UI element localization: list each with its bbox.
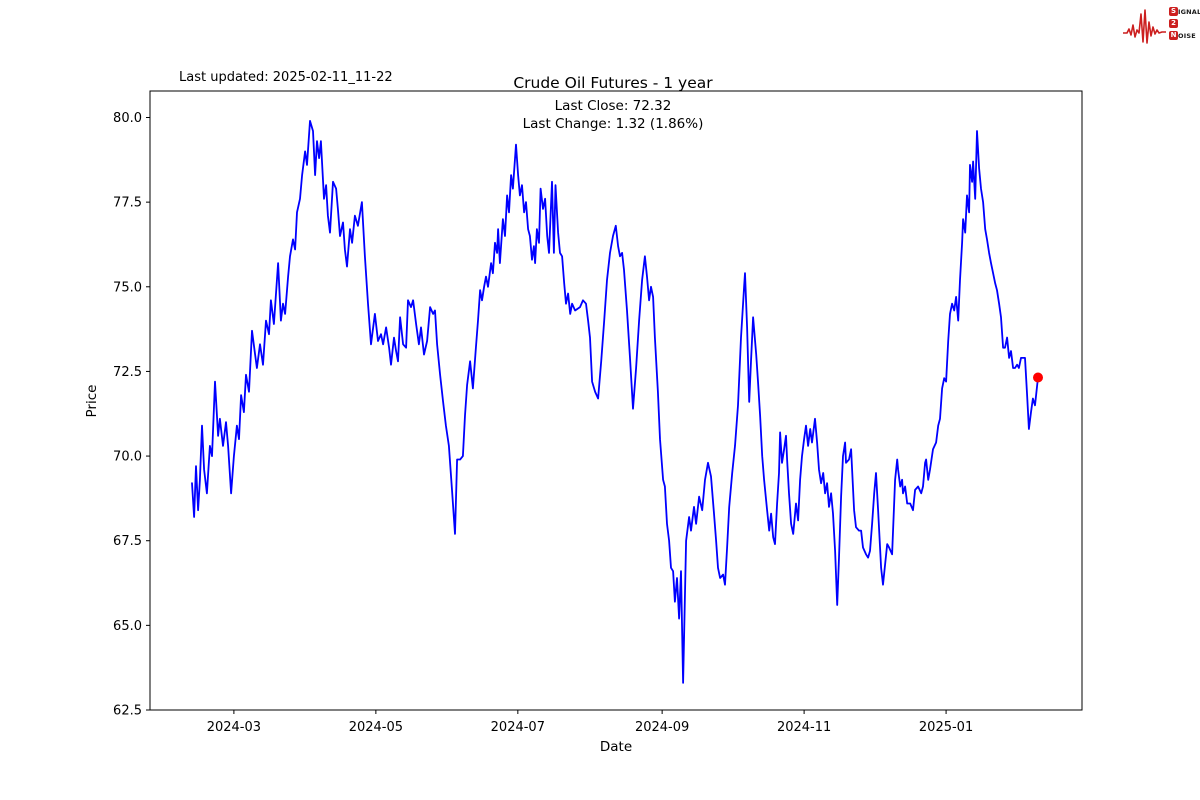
chart-title: Crude Oil Futures - 1 year: [513, 74, 713, 92]
logo-row-2: 2: [1169, 18, 1200, 29]
logo-n-box: N: [1169, 31, 1178, 40]
waveform-icon: [1123, 9, 1166, 44]
y-axis: 80.0 77.5 75.0 72.5 70.0 67.5 65.0 62.5: [113, 111, 150, 719]
last-updated-label: Last updated: 2025-02-11_11-22: [179, 70, 393, 85]
y-tick-label: 70.0: [113, 450, 142, 465]
x-tick-label: 2024-03: [207, 720, 261, 735]
last-close-annotation: Last Close: 72.32: [555, 98, 672, 114]
y-tick-label: 67.5: [113, 534, 142, 549]
logo-s-box: S: [1169, 7, 1178, 16]
x-axis: 2024-03 2024-05 2024-07 2024-09 2024-11 2025-…: [207, 710, 973, 735]
y-tick-label: 65.0: [113, 619, 142, 634]
x-tick-label: 2024-05: [349, 720, 403, 735]
x-tick-label: 2024-09: [635, 720, 689, 735]
y-tick-label: 75.0: [113, 280, 142, 295]
y-tick-label: 72.5: [113, 365, 142, 380]
y-tick-label: 80.0: [113, 111, 142, 126]
x-tick-label: 2025-01: [919, 720, 973, 735]
plot-frame: [149, 90, 1083, 711]
signal2noise-logo: S IGNAL 2 N OISE: [1122, 2, 1200, 48]
x-tick-label: 2024-11: [777, 720, 831, 735]
price-line: [191, 120, 1039, 684]
logo-signal-text: IGNAL: [1178, 7, 1200, 16]
y-tick-label: 77.5: [113, 196, 142, 211]
last-point-marker: [1033, 372, 1043, 383]
logo-row-signal: S IGNAL: [1169, 6, 1200, 17]
y-tick-label: 62.5: [113, 704, 142, 719]
logo-2-box: 2: [1169, 19, 1178, 28]
last-change-annotation: Last Change: 1.32 (1.86%): [523, 116, 704, 132]
x-tick-label: 2024-07: [491, 720, 545, 735]
x-axis-title: Date: [600, 739, 632, 755]
y-axis-title: Price: [84, 385, 100, 418]
logo-row-noise: N OISE: [1169, 30, 1200, 41]
logo-noise-text: OISE: [1178, 31, 1196, 40]
